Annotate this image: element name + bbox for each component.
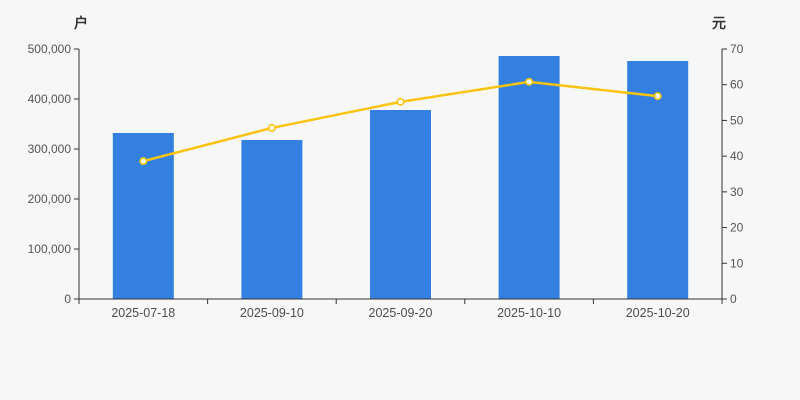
line-point-2025-09-20[interactable] — [396, 97, 405, 106]
bar-2025-09-20[interactable] — [370, 110, 431, 299]
x-axis-category-label: 2025-09-20 — [369, 306, 433, 320]
line-point-2025-10-20[interactable] — [653, 92, 662, 101]
left-axis-tick-label: 400,000 — [28, 92, 72, 106]
x-axis-category-label: 2025-10-10 — [497, 306, 561, 320]
x-axis-category-label: 2025-07-18 — [111, 306, 175, 320]
line-point-2025-07-18[interactable] — [139, 157, 148, 166]
bar-2025-10-20[interactable] — [627, 61, 689, 299]
left-axis-unit-label: 户 — [74, 15, 88, 31]
left-axis-tick-label: 500,000 — [28, 42, 72, 56]
x-axis-category-label: 2025-10-20 — [626, 306, 690, 320]
x-axis-category-label: 2025-09-10 — [240, 306, 304, 320]
left-axis-tick-label: 300,000 — [28, 142, 72, 156]
left-axis-tick-label: 100,000 — [28, 242, 72, 256]
right-axis-tick-label: 50 — [730, 113, 744, 127]
right-axis-tick-label: 20 — [730, 221, 744, 235]
right-axis-tick-label: 40 — [730, 149, 744, 163]
right-axis-tick-label: 0 — [730, 292, 737, 306]
right-axis-tick-label: 70 — [730, 42, 744, 56]
left-axis-tick-label: 0 — [64, 292, 71, 306]
right-axis-tick-label: 30 — [730, 185, 744, 199]
line-point-2025-09-10[interactable] — [267, 123, 276, 132]
right-axis-tick-label: 10 — [730, 256, 744, 270]
bar-2025-09-10[interactable] — [241, 140, 303, 299]
right-axis-tick-label: 60 — [730, 78, 744, 92]
bar-2025-10-10[interactable] — [498, 56, 560, 299]
line-point-2025-10-10[interactable] — [525, 77, 534, 86]
right-axis-unit-label: 元 — [712, 15, 726, 31]
left-axis-tick-label: 200,000 — [28, 192, 72, 206]
